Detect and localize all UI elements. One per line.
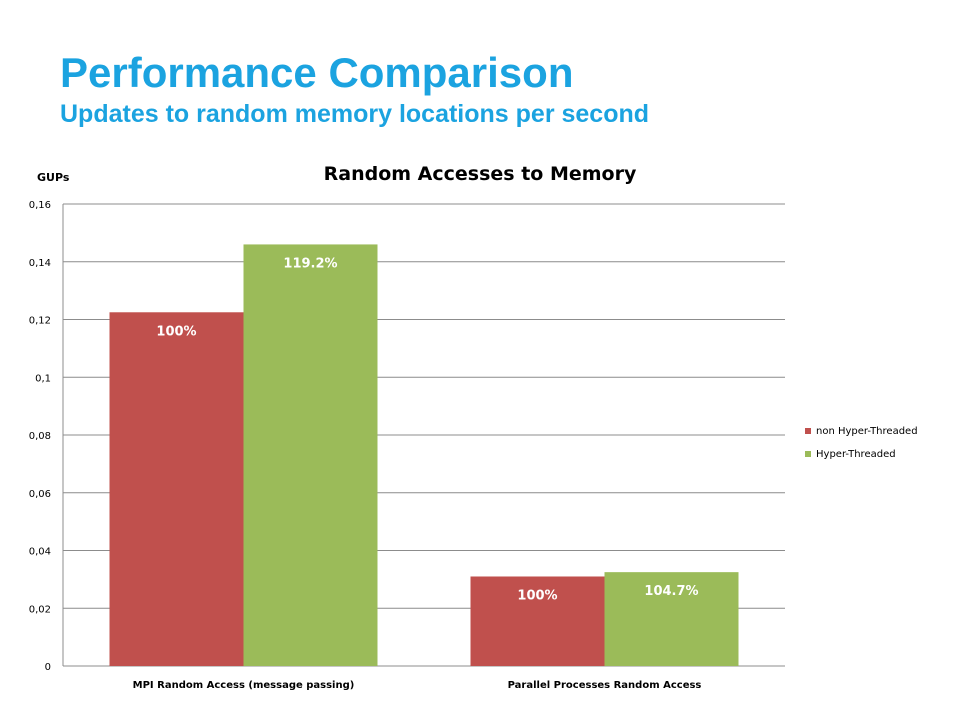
y-tick-label: 0,1 [35, 373, 51, 384]
y-tick-label: 0 [45, 662, 51, 673]
y-tick-label: 0,04 [29, 547, 51, 558]
x-category-label: Parallel Processes Random Access [508, 680, 702, 691]
legend: non Hyper-Threaded Hyper-Threaded [805, 426, 918, 460]
y-axis-label: GUPs [37, 171, 70, 184]
x-category-label: MPI Random Access (message passing) [133, 680, 355, 691]
y-tick-label: 0,08 [29, 431, 51, 442]
chart-title: Random Accesses to Memory [324, 163, 637, 185]
bar [604, 572, 739, 666]
y-tick-label: 0,12 [29, 316, 51, 327]
y-tick-label: 0,06 [29, 489, 51, 500]
slide-subtitle: Updates to random memory locations per s… [60, 100, 650, 128]
bar [470, 576, 605, 666]
bar-data-label: 104.7% [644, 584, 698, 599]
x-axis-categories: MPI Random Access (message passing) Paral… [133, 680, 702, 691]
y-tick-label: 0,16 [29, 200, 51, 211]
slide-title: Performance Comparison [60, 49, 574, 96]
legend-swatch [805, 428, 811, 434]
bar-data-labels: 100% 119.2% 100% 104.7% [156, 256, 698, 603]
bar-data-label: 100% [156, 324, 196, 339]
y-tick-label: 0,14 [29, 258, 51, 269]
bar-data-label: 119.2% [283, 256, 337, 271]
bar [109, 312, 244, 666]
y-axis-ticks: 0 0,02 0,04 0,06 0,08 0,1 0,12 0,14 0,16 [29, 200, 51, 673]
legend-swatch [805, 451, 811, 457]
legend-label: Hyper-Threaded [816, 449, 896, 460]
bar-data-label: 100% [517, 588, 557, 603]
y-tick-label: 0,02 [29, 604, 51, 615]
bar [243, 244, 378, 667]
bars [109, 244, 739, 667]
legend-label: non Hyper-Threaded [816, 426, 918, 437]
